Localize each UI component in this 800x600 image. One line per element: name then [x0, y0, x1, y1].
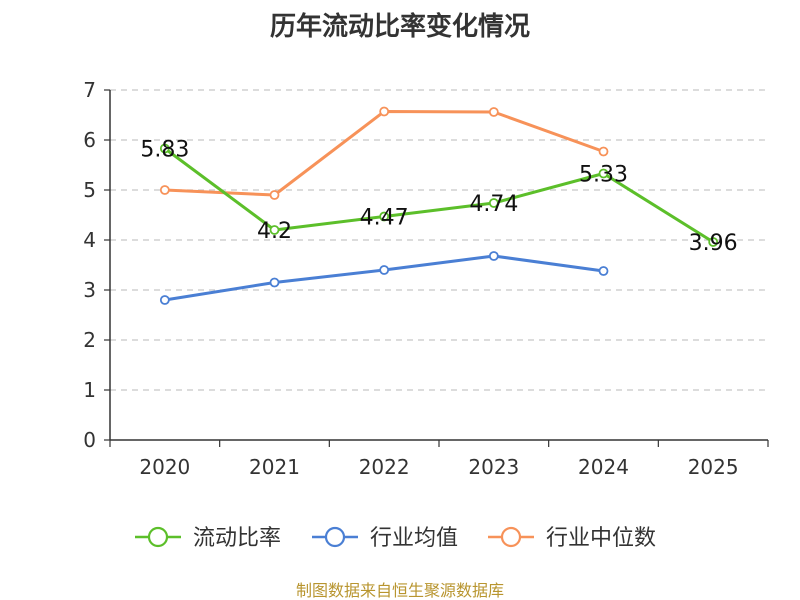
y-tick-label: 3 [83, 278, 96, 302]
x-tick-label: 2024 [578, 455, 629, 479]
series-line-1 [164, 254, 604, 302]
data-point[interactable] [379, 265, 390, 275]
data-point[interactable] [488, 198, 499, 208]
data-label: 4.74 [469, 192, 518, 217]
legend-item-label[interactable]: 行业中位数 [546, 526, 656, 551]
x-tick-label: 2020 [139, 455, 190, 479]
x-tick-label: 2021 [249, 455, 300, 479]
data-point[interactable] [598, 146, 609, 157]
x-axis: 2020 2021 2022 2023 2024 2025 [109, 439, 769, 479]
y-tick-label: 2 [83, 328, 96, 352]
data-point[interactable] [159, 295, 170, 305]
x-tick-label: 2023 [468, 455, 519, 479]
legend-swatch-marker [324, 526, 346, 548]
data-point[interactable] [488, 251, 499, 261]
data-point[interactable] [379, 211, 390, 222]
x-tick-label: 2022 [359, 455, 410, 479]
data-point[interactable] [269, 190, 280, 200]
y-tick-label: 4 [83, 228, 96, 252]
y-tick-label: 0 [83, 428, 96, 452]
data-point[interactable] [159, 185, 170, 195]
legend-swatch-marker [147, 526, 169, 548]
series-line-0 [163, 147, 714, 244]
y-axis: 0 1 2 3 4 5 6 7 [83, 78, 111, 452]
legend-swatch-marker [500, 526, 522, 548]
y-tick-label: 6 [83, 128, 96, 152]
data-point[interactable] [598, 266, 609, 276]
data-label: 4.2 [257, 219, 292, 244]
data-point[interactable] [379, 106, 390, 117]
data-label: 5.83 [140, 138, 189, 163]
data-point[interactable] [488, 107, 499, 117]
x-tick-label: 2025 [688, 455, 739, 479]
data-label: 3.96 [689, 231, 738, 256]
legend: 流动比率 行业均值 行业中位数 [135, 526, 656, 551]
data-labels: 5.83 4.2 4.47 4.74 5.33 3.96 [140, 138, 737, 257]
y-tick-label: 7 [83, 78, 96, 102]
data-point[interactable] [708, 237, 719, 247]
chart-title: 历年流动比率变化情况 [270, 11, 530, 42]
data-point[interactable] [598, 168, 609, 179]
data-label: 5.33 [579, 163, 628, 188]
legend-item-label[interactable]: 流动比率 [193, 526, 281, 551]
y-tick-label: 5 [83, 178, 96, 202]
data-point[interactable] [269, 277, 280, 288]
series-line-2 [164, 110, 605, 197]
data-point[interactable] [159, 143, 170, 154]
legend-item-label[interactable]: 行业均值 [370, 526, 458, 551]
grid [110, 89, 768, 391]
data-label: 4.47 [360, 206, 409, 231]
series-group [159, 106, 719, 305]
source-note: 制图数据来自恒生聚源数据库 [296, 581, 504, 600]
y-tick-label: 1 [83, 378, 96, 402]
data-point[interactable] [269, 225, 280, 235]
